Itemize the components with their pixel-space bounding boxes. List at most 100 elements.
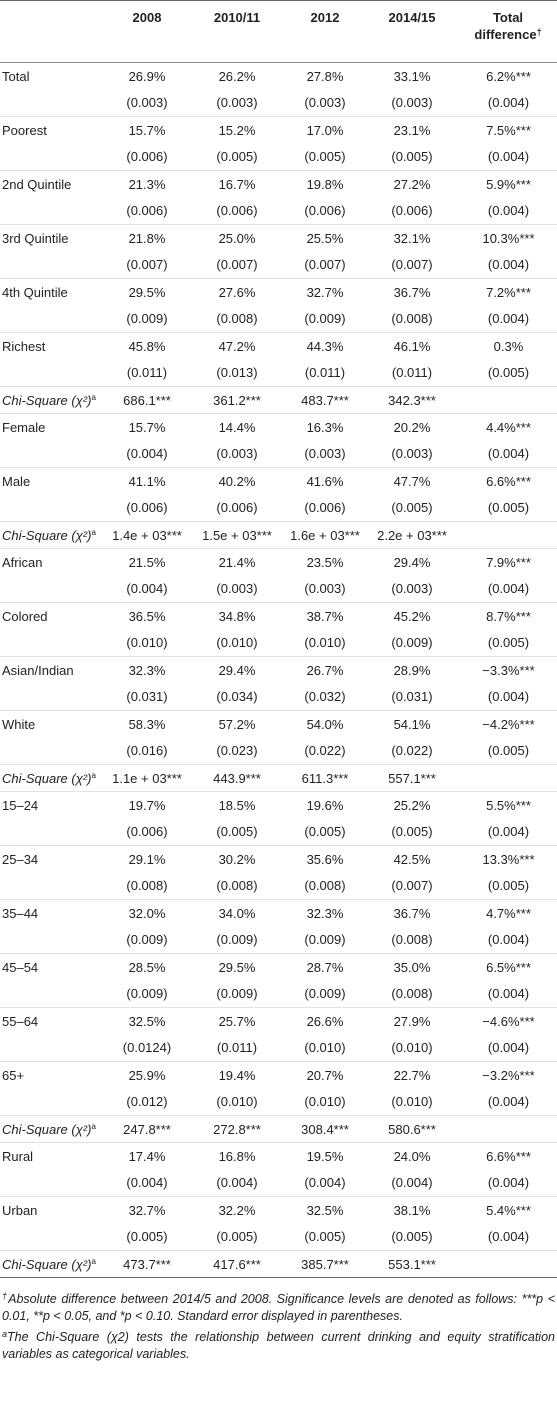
se-cell-2012: (0.006) <box>286 197 364 225</box>
row-label: Colored <box>2 608 48 624</box>
se-cell-2014-15: (0.007) <box>364 872 460 900</box>
estimate-cell-2012: 19.8% <box>306 176 344 192</box>
estimate-cell-total-difference: 6.2%*** <box>486 68 531 84</box>
se-cell-2012: (0.010) <box>286 1034 364 1062</box>
row-label-empty <box>0 737 106 765</box>
table-row-standard-error: (0.012) (0.010) (0.010) (0.010) (0.004) <box>0 1088 557 1116</box>
estimate-cell-2014-15: 33.1% <box>393 68 431 84</box>
row-label: 35–44 <box>2 905 39 921</box>
estimate-cell-2014-15: 27.9% <box>393 1013 431 1029</box>
estimate-cell-total-difference: −3.3%*** <box>482 662 535 678</box>
estimate-cell-2008: 45.8% <box>128 338 166 354</box>
estimate-cell-2010-11: 21.4% <box>218 554 256 570</box>
table-row: Urban 32.7% 32.2% 32.5% 38.1% 5.4%*** <box>0 1197 557 1224</box>
chi-square-cell-empty <box>460 764 557 792</box>
estimate-cell-total-difference: 13.3%*** <box>482 851 535 867</box>
table-row: 15–24 19.7% 18.5% 19.6% 25.2% 5.5%*** <box>0 792 557 819</box>
estimate-cell-total-difference: −4.2%*** <box>482 716 535 732</box>
se-cell-2012: (0.008) <box>286 872 364 900</box>
estimate-cell-total-difference: 10.3%*** <box>482 230 535 246</box>
estimate-cell-2008: 29.5% <box>128 284 166 300</box>
table-row-standard-error: (0.006) (0.006) (0.006) (0.006) (0.004) <box>0 197 557 225</box>
estimate-cell-2014-15: 20.2% <box>393 419 431 435</box>
estimate-cell-2010-11: 30.2% <box>218 851 256 867</box>
se-cell-total-difference: (0.004) <box>460 980 557 1008</box>
chi-square-cell-2012: 1.6e + 03*** <box>286 521 364 549</box>
row-label: White <box>2 716 36 732</box>
chi-square-note-mark: a <box>91 770 96 780</box>
se-cell-2010-11: (0.007) <box>188 251 286 279</box>
se-cell-2010-11: (0.005) <box>188 818 286 846</box>
header-total-line2: difference <box>474 27 537 42</box>
estimate-cell-2010-11: 18.5% <box>218 797 256 813</box>
row-label-empty <box>0 980 106 1008</box>
estimate-cell-total-difference: 4.4%*** <box>486 419 531 435</box>
dagger-mark: † <box>536 27 542 37</box>
se-cell-2012: (0.003) <box>286 89 364 117</box>
estimate-cell-2012: 25.5% <box>306 230 344 246</box>
row-label-empty <box>0 872 106 900</box>
estimate-cell-2012: 35.6% <box>306 851 344 867</box>
row-label: 65+ <box>2 1067 25 1083</box>
footnote-dagger-text: Absolute difference between 2014/5 and 2… <box>2 1292 555 1323</box>
row-label-empty <box>0 494 106 522</box>
estimate-cell-2008: 32.3% <box>128 662 166 678</box>
se-cell-2014-15: (0.005) <box>364 143 460 171</box>
se-cell-2012: (0.007) <box>286 251 364 279</box>
estimate-cell-2010-11: 25.7% <box>218 1013 256 1029</box>
estimate-cell-2014-15: 36.7% <box>393 905 431 921</box>
row-label-empty <box>0 143 106 171</box>
chi-square-cell-empty <box>460 386 557 414</box>
chi-square-cell-2010-11: 1.5e + 03*** <box>188 521 286 549</box>
se-cell-2008: (0.007) <box>106 251 188 279</box>
se-cell-total-difference: (0.004) <box>460 305 557 333</box>
chi-square-cell-2012: 385.7*** <box>286 1250 364 1278</box>
estimate-cell-2012: 41.6% <box>306 473 344 489</box>
se-cell-2014-15: (0.010) <box>364 1088 460 1116</box>
se-cell-2010-11: (0.034) <box>188 683 286 711</box>
estimate-cell-2012: 54.0% <box>306 716 344 732</box>
chi-square-label: Chi-Square (χ²)a <box>0 1250 106 1278</box>
se-cell-total-difference: (0.004) <box>460 251 557 279</box>
table-row-standard-error: (0.006) (0.005) (0.005) (0.005) (0.004) <box>0 818 557 846</box>
table-row: 65+ 25.9% 19.4% 20.7% 22.7% −3.2%*** <box>0 1062 557 1089</box>
chi-square-cell-empty <box>460 1115 557 1143</box>
chi-square-row: Chi-Square (χ²)a 247.8*** 272.8*** 308.4***… <box>0 1115 557 1143</box>
se-cell-total-difference: (0.005) <box>460 629 557 657</box>
row-label-empty <box>0 89 106 117</box>
se-cell-2014-15: (0.011) <box>364 359 460 387</box>
row-label-empty <box>0 1034 106 1062</box>
estimate-cell-2014-15: 27.2% <box>393 176 431 192</box>
estimate-cell-2014-15: 36.7% <box>393 284 431 300</box>
estimate-cell-total-difference: 7.2%*** <box>486 284 531 300</box>
chi-square-cell-empty <box>460 521 557 549</box>
table-row-standard-error: (0.011) (0.013) (0.011) (0.011) (0.005) <box>0 359 557 387</box>
se-cell-2012: (0.005) <box>286 818 364 846</box>
estimate-cell-2008: 29.1% <box>128 851 166 867</box>
se-cell-2014-15: (0.004) <box>364 1169 460 1197</box>
chi-square-label-text: Chi-Square (χ²) <box>2 1256 92 1272</box>
estimate-cell-total-difference: 5.4%*** <box>486 1202 531 1218</box>
row-label-empty <box>0 683 106 711</box>
estimate-cell-total-difference: 5.5%*** <box>486 797 531 813</box>
se-cell-2008: (0.008) <box>106 872 188 900</box>
table-row-standard-error: (0.009) (0.009) (0.009) (0.008) (0.004) <box>0 926 557 954</box>
chi-square-cell-2010-11: 443.9*** <box>188 764 286 792</box>
row-label-empty <box>0 629 106 657</box>
table-row: 55–64 32.5% 25.7% 26.6% 27.9% −4.6%*** <box>0 1008 557 1035</box>
row-label-empty <box>0 440 106 468</box>
se-cell-2012: (0.011) <box>286 359 364 387</box>
se-cell-2012: (0.032) <box>286 683 364 711</box>
estimate-cell-2014-15: 28.9% <box>393 662 431 678</box>
estimate-cell-2014-15: 54.1% <box>393 716 431 732</box>
estimate-cell-2008: 15.7% <box>128 419 166 435</box>
se-cell-total-difference: (0.005) <box>460 494 557 522</box>
chi-square-cell-2014-15: 580.6*** <box>364 1115 460 1143</box>
chi-square-cell-2014-15: 2.2e + 03*** <box>364 521 460 549</box>
se-cell-2010-11: (0.003) <box>188 575 286 603</box>
table-row: Richest 45.8% 47.2% 44.3% 46.1% 0.3% <box>0 333 557 360</box>
chi-square-label-text: Chi-Square (χ²) <box>2 1121 92 1137</box>
row-label-empty <box>0 197 106 225</box>
row-label-empty <box>0 1223 106 1251</box>
se-cell-2010-11: (0.011) <box>188 1034 286 1062</box>
